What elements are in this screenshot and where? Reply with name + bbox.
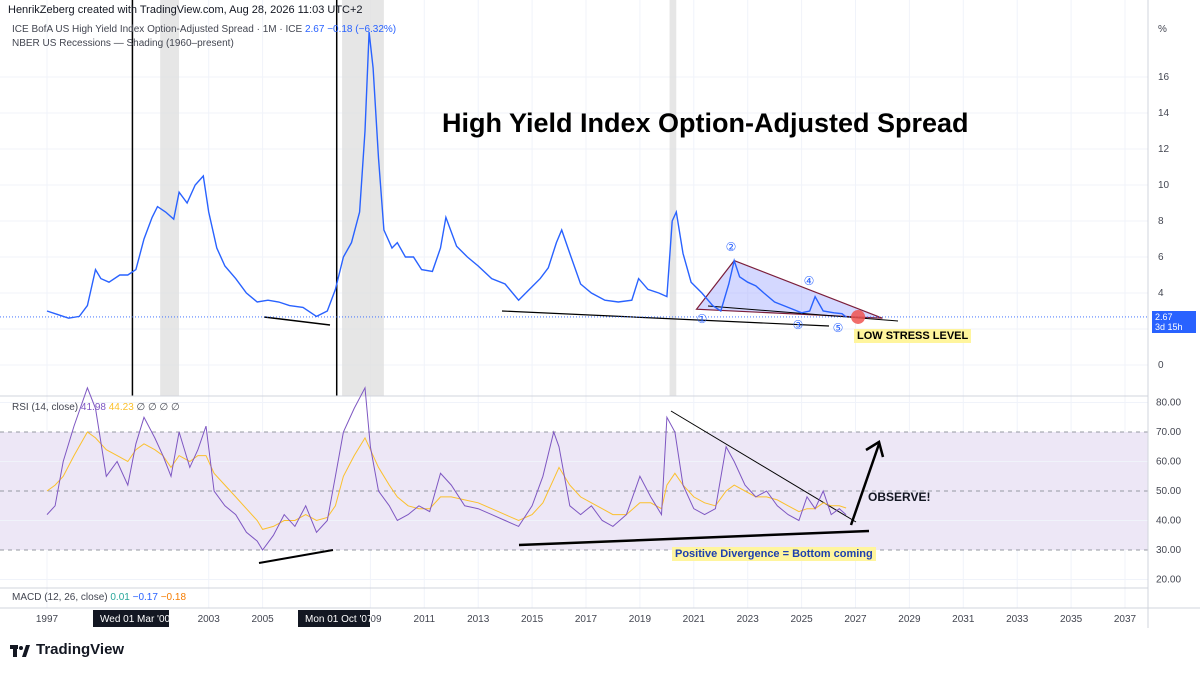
legend-rsi-ma: 44.23	[108, 402, 134, 413]
time-axis-tick: 2037	[1114, 614, 1137, 625]
last-price-value: 2.67	[1155, 312, 1173, 322]
time-axis-tick: 2017	[575, 614, 598, 625]
time-axis-tick: 1997	[36, 614, 59, 625]
header-credit: HenrikZeberg created with TradingView.co…	[8, 4, 363, 16]
time-axis-tick: 2023	[737, 614, 760, 625]
rsi-axis-tick: 70.00	[1156, 427, 1181, 438]
time-axis-tick: 2003	[198, 614, 221, 625]
last-price-tag: 2.67 3d 15h	[1152, 311, 1196, 333]
divergence-label: Positive Divergence = Bottom coming	[672, 547, 876, 561]
price-axis-ticks: 0246810121416%	[1158, 24, 1170, 371]
trendlines	[258, 305, 899, 564]
legend-macd-title: MACD (12, 26, close)	[12, 592, 108, 603]
time-axis-tick: 2021	[683, 614, 706, 625]
time-axis-tick: 2031	[952, 614, 975, 625]
wave-label: ②	[726, 240, 737, 254]
price-series-line[interactable]	[46, 31, 847, 319]
legend-main-title: ICE BofA US High Yield Index Option-Adju…	[12, 24, 303, 35]
price-axis-tick: 10	[1158, 180, 1170, 191]
time-axis-tick: 2033	[1006, 614, 1029, 625]
time-axis-tick: 2013	[467, 614, 490, 625]
trendline[interactable]	[501, 310, 830, 327]
tradingview-logo[interactable]: TradingView	[10, 641, 124, 658]
price-axis-tick: 14	[1158, 108, 1170, 119]
legend-main-last: 2.67	[304, 24, 325, 35]
time-axis-tick: 2029	[898, 614, 921, 625]
wave-label: ①	[697, 312, 708, 326]
time-axis-tick: 2011	[414, 614, 436, 625]
price-marker[interactable]	[851, 309, 866, 324]
legend-main-change: −0.18 (−6.32%)	[327, 24, 397, 35]
legend-rsi[interactable]: RSI (14, close) 41.98 44.23 ∅ ∅ ∅ ∅	[12, 402, 180, 413]
tradingview-logo-text: TradingView	[36, 641, 125, 658]
price-axis-tick: %	[1158, 24, 1167, 35]
rsi-axis-tick: 80.00	[1156, 398, 1181, 409]
recession-band	[342, 0, 384, 396]
rsi-axis-tick: 60.00	[1156, 457, 1181, 468]
price-axis-tick: 6	[1158, 252, 1164, 263]
wave-label: ⑤	[833, 321, 844, 335]
legend-rsi-value: 41.98	[80, 402, 106, 413]
price-axis-tick: 4	[1158, 288, 1164, 299]
date-marker-1: Wed 01 Mar '00	[100, 614, 171, 625]
time-axis-ticks: 1997 2003 2005 2009 2011 2013 2015 2017 2019 2021…	[36, 614, 1137, 625]
rsi-series-line[interactable]	[46, 386, 847, 551]
time-axis-tick: 2035	[1060, 614, 1083, 625]
time-axis-tick: 2027	[844, 614, 867, 625]
recession-shading	[160, 0, 677, 396]
time-axis-tick: 2025	[790, 614, 813, 625]
trendline[interactable]	[518, 529, 870, 547]
date-marker-2: Mon 01 Oct '07	[305, 614, 373, 625]
low-stress-label: LOW STRESS LEVEL	[854, 329, 972, 343]
recession-band	[669, 0, 677, 396]
rsi-band	[0, 432, 1148, 550]
time-axis-tick: 2005	[251, 614, 274, 625]
trendline[interactable]	[263, 316, 331, 326]
wave-label: ④	[804, 274, 815, 288]
tradingview-logo-icon	[10, 644, 30, 657]
legend-macd-v1: 0.01	[110, 592, 130, 603]
legend-recession-title: NBER US Recessions — Shading (1960–prese…	[12, 38, 234, 49]
price-axis-tick: 0	[1158, 360, 1164, 371]
legend-macd-v2: −0.17	[132, 592, 158, 603]
date-marker-2-box	[298, 610, 370, 627]
legend-macd[interactable]: MACD (12, 26, close) 0.01 −0.17 −0.18	[12, 592, 186, 603]
time-axis-tick: 2019	[629, 614, 652, 625]
rsi-axis-tick: 50.00	[1156, 486, 1181, 497]
price-axis-tick: 8	[1158, 216, 1164, 227]
wave-labels: ① ② ③ ④ ⑤	[697, 240, 844, 335]
annotation-title: High Yield Index Option-Adjusted Spread	[442, 108, 969, 138]
time-axis-tick: 2015	[521, 614, 544, 625]
last-price-time: 3d 15h	[1155, 322, 1183, 332]
rsi-axis-tick: 40.00	[1156, 516, 1181, 527]
trendline[interactable]	[258, 549, 334, 564]
time-axis-tick: 2009	[359, 614, 382, 625]
event-lines	[131, 0, 338, 396]
price-axis-tick: 16	[1158, 72, 1170, 83]
observe-label: OBSERVE!	[868, 490, 931, 504]
price-axis-tick: 12	[1158, 144, 1170, 155]
rsi-axis-tick: 30.00	[1156, 545, 1181, 556]
up-arrow	[849, 440, 885, 526]
rsi-axis-ticks: 20.00 30.00 40.00 50.00 60.00 70.00 80.00	[1156, 398, 1181, 586]
wave-label: ③	[793, 318, 804, 332]
rsi-axis-tick: 20.00	[1156, 575, 1181, 586]
legend-macd-v3: −0.18	[160, 592, 187, 603]
rsi-pane-grid	[0, 402, 1148, 580]
legend-rsi-extra: ∅ ∅ ∅ ∅	[136, 402, 180, 413]
legend-rsi-title: RSI (14, close)	[12, 402, 79, 413]
triangle-pattern[interactable]	[695, 259, 883, 319]
recession-band	[160, 0, 180, 396]
date-marker-1-box	[93, 610, 169, 627]
legend-main[interactable]: ICE BofA US High Yield Index Option-Adju…	[12, 24, 396, 35]
trendline[interactable]	[707, 305, 899, 322]
legend-recession[interactable]: NBER US Recessions — Shading (1960–prese…	[12, 38, 234, 49]
